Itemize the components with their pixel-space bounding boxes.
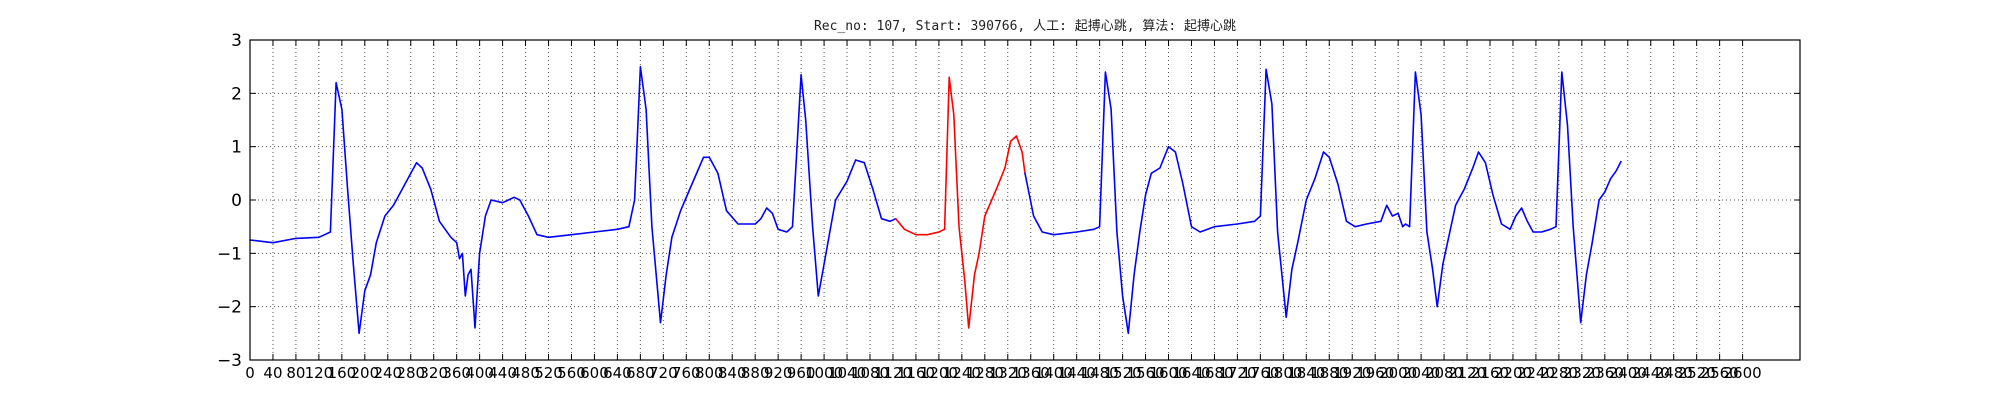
x-tick-label: 1400 [1035, 364, 1073, 382]
x-tick-label: 2440 [1632, 364, 1670, 382]
x-tick-label: 280 [396, 364, 425, 382]
x-tick-label: 1960 [1356, 364, 1394, 382]
x-tick-label: 800 [695, 364, 724, 382]
x-tick-label: 720 [649, 364, 678, 382]
x-tick-label: 1680 [1195, 364, 1233, 382]
x-tick-label: 1200 [920, 364, 958, 382]
x-tick-label: 1600 [1149, 364, 1187, 382]
x-tick-label: 1160 [897, 364, 935, 382]
y-tick-label: 1 [231, 138, 242, 158]
y-tick-label: 0 [231, 191, 242, 211]
x-tick-label: 200 [350, 364, 379, 382]
axis-ticks [249, 39, 1800, 361]
x-tick-label: 1000 [805, 364, 843, 382]
y-axis-tick-labels: −3 −2 −1 0 1 2 3 [217, 31, 242, 371]
x-tick-label: 840 [718, 364, 747, 382]
chart-title: Rec_no: 107, Start: 390766, 人工: 起搏心跳, 算法… [814, 18, 1236, 34]
x-tick-label: 1320 [989, 364, 1027, 382]
x-tick-label: 1720 [1218, 364, 1256, 382]
x-tick-label: 1840 [1287, 364, 1325, 382]
x-tick-label: 1040 [828, 364, 866, 382]
x-tick-label: 2560 [1701, 364, 1739, 382]
y-tick-label: −2 [217, 298, 242, 318]
x-tick-label: 1920 [1333, 364, 1371, 382]
x-tick-label: 640 [603, 364, 632, 382]
x-tick-label: 320 [419, 364, 448, 382]
x-tick-label: 2240 [1517, 364, 1555, 382]
x-tick-label: 0 [245, 364, 255, 382]
x-tick-label: 880 [741, 364, 770, 382]
x-tick-label: 2120 [1448, 364, 1486, 382]
x-tick-label: 400 [465, 364, 494, 382]
y-tick-label: 2 [231, 84, 242, 104]
x-tick-label: 1800 [1264, 364, 1302, 382]
x-tick-label: 1480 [1081, 364, 1119, 382]
x-tick-label: 480 [511, 364, 540, 382]
x-tick-label: 2280 [1540, 364, 1578, 382]
x-tick-label: 1240 [943, 364, 981, 382]
x-tick-label: 440 [488, 364, 517, 382]
x-tick-label: 1080 [851, 364, 889, 382]
grid-lines [250, 40, 1800, 360]
x-tick-label: 2360 [1586, 364, 1624, 382]
x-tick-label: 80 [286, 364, 305, 382]
x-tick-label: 2160 [1471, 364, 1509, 382]
x-tick-label: 1640 [1172, 364, 1210, 382]
x-tick-label: 560 [557, 364, 586, 382]
series-line-1 [249, 65, 897, 335]
x-tick-label: 680 [626, 364, 655, 382]
x-tick-label: 520 [534, 364, 563, 382]
x-tick-label: 160 [328, 364, 357, 382]
x-axis-tick-labels: 0 40 80 12016020024028032036040044048052056… [245, 364, 1761, 382]
x-tick-label: 240 [373, 364, 402, 382]
series-group [249, 65, 1622, 335]
x-tick-label: 2040 [1402, 364, 1440, 382]
x-tick-label: 1120 [874, 364, 912, 382]
x-tick-label: 1760 [1241, 364, 1279, 382]
x-tick-label: 2080 [1425, 364, 1463, 382]
x-tick-label: 2000 [1379, 364, 1417, 382]
x-tick-label: 1280 [966, 364, 1004, 382]
x-tick-label: 2320 [1563, 364, 1601, 382]
y-tick-label: −1 [217, 244, 242, 264]
x-tick-label: 40 [263, 364, 282, 382]
x-tick-label: 360 [442, 364, 471, 382]
x-tick-label: 1520 [1103, 364, 1141, 382]
x-tick-label: 2600 [1723, 364, 1761, 382]
x-tick-label: 760 [672, 364, 701, 382]
x-tick-label: 1360 [1012, 364, 1050, 382]
y-tick-label: 3 [231, 31, 242, 51]
x-tick-label: 920 [764, 364, 793, 382]
x-tick-label: 120 [305, 364, 334, 382]
x-tick-label: 2200 [1494, 364, 1532, 382]
y-tick-label: −3 [217, 351, 242, 371]
x-tick-label: 1440 [1058, 364, 1096, 382]
x-tick-label: 2480 [1655, 364, 1693, 382]
x-tick-label: 2520 [1678, 364, 1716, 382]
x-tick-label: 1880 [1310, 364, 1348, 382]
series-line-3 [1024, 68, 1622, 335]
x-tick-label: 960 [787, 364, 816, 382]
x-tick-label: 2400 [1609, 364, 1647, 382]
series-line-2 [894, 76, 1026, 329]
x-tick-label: 1560 [1126, 364, 1164, 382]
x-tick-label: 600 [580, 364, 609, 382]
